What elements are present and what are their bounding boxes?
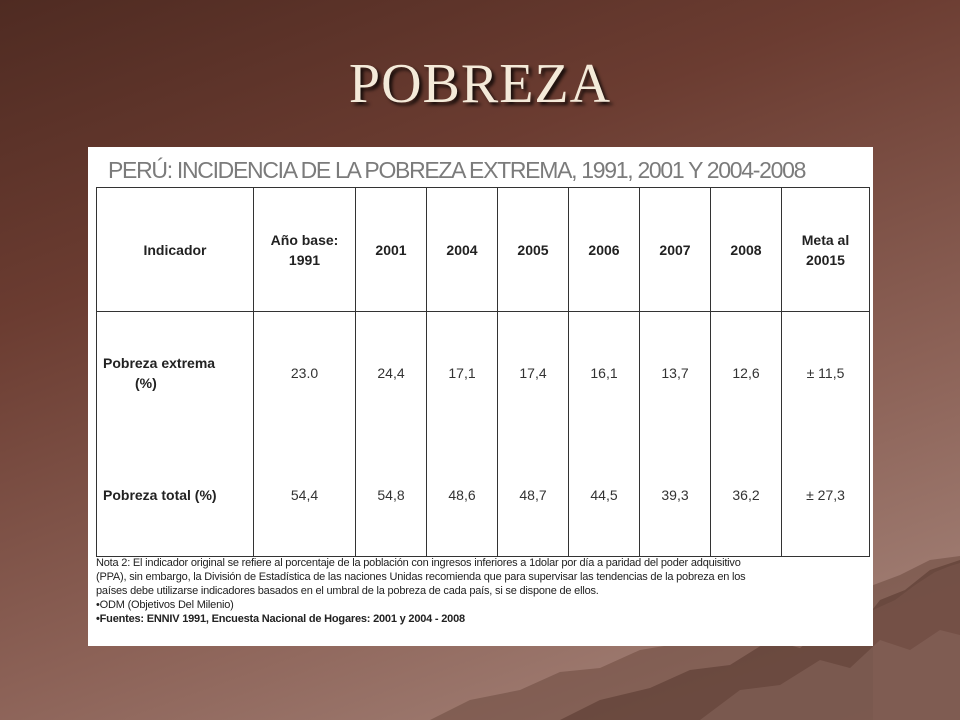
row-label-pobreza-extrema: Pobreza extrema (%)	[96, 311, 254, 434]
slide-title: POBREZA	[348, 53, 612, 115]
table-notes: Nota 2: El indicador original se refiere…	[96, 556, 869, 626]
table-cell: 23.0	[253, 311, 356, 434]
odm-note: •ODM (Objetivos Del Milenio)	[96, 599, 234, 611]
table-cell: 16,1	[568, 311, 640, 434]
table-cell: 54,4	[253, 434, 356, 557]
table-cell: 48,7	[497, 434, 569, 557]
header-meta: Meta al 20015	[781, 187, 870, 312]
table-cell: 48,6	[426, 434, 498, 557]
header-2007: 2007	[639, 187, 711, 312]
table-cell: 54,8	[355, 434, 427, 557]
table-panel: PERÚ: INCIDENCIA DE LA POBREZA EXTREMA, …	[88, 147, 873, 646]
header-2004: 2004	[426, 187, 498, 312]
header-2006: 2006	[568, 187, 640, 312]
note-line: países debe utilizarse indicadores basad…	[96, 585, 599, 597]
table-cell: ± 27,3	[781, 434, 870, 557]
poverty-table: Indicador Año base: 1991 2001 2004 2005 …	[96, 187, 870, 557]
table-cell: 12,6	[710, 311, 782, 434]
table-cell: 44,5	[568, 434, 640, 557]
source-note: •Fuentes: ENNIV 1991, Encuesta Nacional …	[96, 613, 465, 625]
note-line: Nota 2: El indicador original se refiere…	[96, 557, 741, 569]
header-indicador: Indicador	[96, 187, 254, 312]
table-row-pobreza-extrema: Pobreza extrema (%) 23.0 24,4 17,1 17,4 …	[96, 311, 870, 434]
table-cell: 17,4	[497, 311, 569, 434]
table-row-pobreza-total: Pobreza total (%) 54,4 54,8 48,6 48,7 44…	[96, 434, 870, 557]
table-cell: 24,4	[355, 311, 427, 434]
header-2001: 2001	[355, 187, 427, 312]
table-title: PERÚ: INCIDENCIA DE LA POBREZA EXTREMA, …	[108, 157, 806, 183]
header-2008: 2008	[710, 187, 782, 312]
table-cell: 36,2	[710, 434, 782, 557]
table-cell: 13,7	[639, 311, 711, 434]
table-cell: 17,1	[426, 311, 498, 434]
header-ano-base: Año base: 1991	[253, 187, 356, 312]
row-label-pobreza-total: Pobreza total (%)	[96, 434, 254, 557]
table-cell: 39,3	[639, 434, 711, 557]
table-cell: ± 11,5	[781, 311, 870, 434]
note-line: (PPA), sin embargo, la División de Estad…	[96, 571, 746, 583]
header-2005: 2005	[497, 187, 569, 312]
table-header-row: Indicador Año base: 1991 2001 2004 2005 …	[96, 187, 870, 312]
